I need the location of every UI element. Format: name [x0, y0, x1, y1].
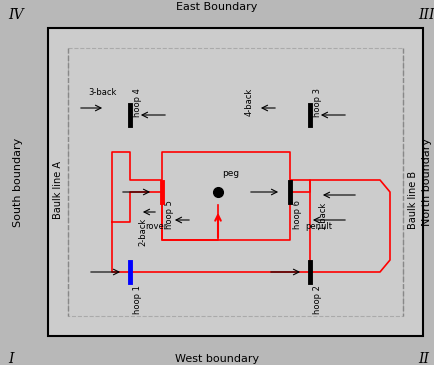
Text: I: I	[8, 352, 13, 365]
Text: peg: peg	[221, 169, 239, 178]
Text: II: II	[417, 352, 428, 365]
Text: East Boundary: East Boundary	[176, 2, 257, 12]
Text: North boundary: North boundary	[421, 138, 431, 226]
Text: 1-back: 1-back	[317, 202, 326, 230]
Text: hoop 2: hoop 2	[313, 285, 322, 314]
Text: Baulk line B: Baulk line B	[407, 171, 417, 229]
Text: penult: penult	[304, 222, 331, 231]
Text: 4-back: 4-back	[244, 88, 253, 116]
Text: rover: rover	[145, 222, 167, 231]
Text: hoop 6: hoop 6	[293, 200, 302, 229]
Text: III: III	[417, 8, 434, 22]
Text: hoop 5: hoop 5	[165, 200, 174, 229]
Text: West boundary: West boundary	[174, 354, 259, 364]
Bar	[68, 48, 402, 316]
Text: hoop 4: hoop 4	[133, 88, 142, 117]
Text: 2-back: 2-back	[138, 218, 147, 246]
Text: Baulk line A: Baulk line A	[53, 161, 63, 219]
Text: hoop 3: hoop 3	[313, 88, 322, 117]
Text: hoop 1: hoop 1	[133, 285, 142, 314]
Bar	[48, 28, 422, 336]
Text: 3-back: 3-back	[88, 88, 116, 97]
Text: South boundary: South boundary	[13, 137, 23, 227]
Text: IV: IV	[8, 8, 23, 22]
